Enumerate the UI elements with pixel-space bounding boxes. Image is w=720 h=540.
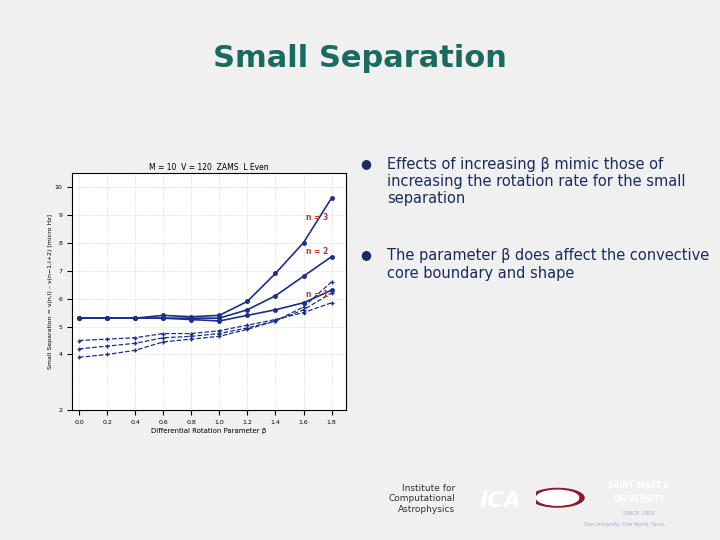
Text: n = 3: n = 3 — [306, 213, 328, 222]
Text: ●: ● — [360, 157, 371, 170]
Text: n = 2: n = 2 — [306, 247, 328, 256]
Text: The parameter β does affect the convective core boundary and shape: The parameter β does affect the convecti… — [387, 248, 709, 281]
Text: n = 1: n = 1 — [306, 290, 328, 299]
Circle shape — [536, 490, 579, 505]
Text: SAINT MARY'S: SAINT MARY'S — [608, 481, 669, 490]
Text: One University. One World. Yours.: One University. One World. Yours. — [584, 522, 665, 527]
Title: M = 10  V = 120  ZAMS  L Even: M = 10 V = 120 ZAMS L Even — [149, 163, 269, 172]
Text: ICA: ICA — [480, 491, 521, 511]
Y-axis label: Small Separation = ν(n,l) – ν(n−1,l+2) [micro Hz]: Small Separation = ν(n,l) – ν(n−1,l+2) [… — [48, 214, 53, 369]
Text: Institute for
Computational
Astrophysics: Institute for Computational Astrophysics — [388, 484, 455, 514]
Text: SINCE 1802: SINCE 1802 — [623, 511, 654, 516]
Text: Effects of increasing β mimic those of increasing the rotation rate for the smal: Effects of increasing β mimic those of i… — [387, 157, 685, 206]
Circle shape — [531, 488, 584, 507]
Text: Small Separation: Small Separation — [213, 44, 507, 73]
Text: ●: ● — [360, 248, 371, 261]
Text: UNIVERSITY: UNIVERSITY — [613, 495, 665, 504]
X-axis label: Differential Rotation Parameter β: Differential Rotation Parameter β — [151, 428, 266, 434]
